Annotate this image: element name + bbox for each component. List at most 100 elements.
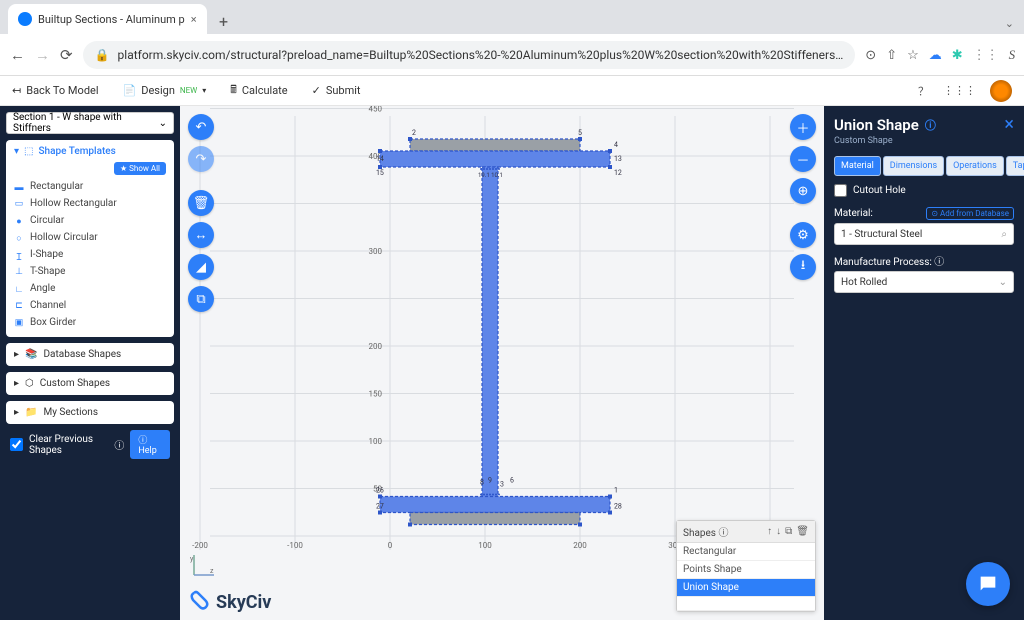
shape-template-item[interactable]: ▭Hollow Rectangular: [14, 195, 166, 212]
logo-text: SkyCiv: [216, 592, 271, 613]
ext1-icon[interactable]: ☁: [929, 48, 942, 63]
info-icon[interactable]: ⓘ: [718, 528, 728, 539]
info-icon[interactable]: ⓘ: [925, 117, 936, 133]
chevron-down-icon: ▾: [202, 86, 206, 95]
zoom-out-button[interactable]: －: [790, 146, 816, 172]
custom-shapes-section[interactable]: ▸⬡Custom Shapes: [6, 372, 174, 395]
shape-template-item[interactable]: ▬Rectangular: [14, 178, 166, 195]
redo-button[interactable]: ↷: [188, 146, 214, 172]
design-icon: 📄: [123, 84, 137, 97]
database-shapes-section[interactable]: ▸📚Database Shapes: [6, 343, 174, 366]
mfg-select[interactable]: Hot Rolled ⌄: [834, 271, 1014, 293]
share-icon[interactable]: ⇧: [886, 48, 897, 63]
calculate-icon: 🖩: [230, 81, 237, 100]
tab-close-icon[interactable]: ×: [191, 13, 197, 26]
tool-ruler-button[interactable]: ↔: [188, 222, 214, 248]
shape-template-item[interactable]: ▣Box Girder: [14, 314, 166, 331]
shape-icon: ∟: [14, 284, 24, 294]
new-badge: NEW: [180, 86, 197, 95]
ext2-icon[interactable]: ✱: [952, 48, 963, 63]
move-down-icon[interactable]: ↓: [776, 526, 781, 537]
svg-text:z: z: [210, 567, 214, 575]
canvas[interactable]: -200-10001002003004005010015020030040045…: [180, 106, 824, 620]
duplicate-icon[interactable]: ⧉: [785, 526, 792, 537]
section-selector[interactable]: Section 1 - W shape with Stiffners ⌄: [6, 112, 174, 134]
zoom-in-button[interactable]: ＋: [790, 114, 816, 140]
svg-text:-100: -100: [287, 541, 303, 550]
panel-tab-operations[interactable]: Operations: [946, 156, 1004, 176]
ext4-icon[interactable]: S: [1009, 47, 1016, 63]
panel-tab-material[interactable]: Material: [834, 156, 881, 176]
svg-text:200: 200: [369, 342, 383, 351]
info-icon[interactable]: ⓘ: [114, 437, 124, 452]
move-up-icon[interactable]: ↑: [767, 526, 772, 537]
submit-button[interactable]: ✓ Submit: [312, 84, 361, 97]
shapes-panel-row[interactable]: Union Shape: [677, 579, 815, 597]
logo-icon: [188, 590, 212, 614]
cutout-checkbox[interactable]: [834, 184, 847, 197]
main-layout: Section 1 - W shape with Stiffners ⌄ ▾⬚S…: [0, 106, 1024, 620]
material-input[interactable]: 1 - Structural Steel ⌕: [834, 223, 1014, 245]
design-label: Design: [141, 84, 175, 97]
help-icon[interactable]: ？: [918, 83, 929, 99]
back-button[interactable]: ←: [10, 45, 25, 65]
svg-text:200: 200: [573, 541, 587, 550]
calculate-button[interactable]: 🖩 Calculate: [230, 81, 287, 100]
delete-icon[interactable]: 🗑: [796, 526, 809, 537]
forward-button[interactable]: →: [35, 45, 50, 65]
clear-previous-checkbox[interactable]: [10, 438, 23, 451]
user-avatar[interactable]: [990, 80, 1012, 102]
axis-indicator: yz: [188, 551, 218, 584]
undo-button[interactable]: ↶: [188, 114, 214, 140]
search-icon[interactable]: ⊙: [865, 48, 876, 63]
tool-delete-button[interactable]: 🗑: [188, 190, 214, 216]
tool-angle-button[interactable]: ◢: [188, 254, 214, 280]
help-button[interactable]: ⓘ Help: [130, 430, 170, 459]
panel-tab-dimensions[interactable]: Dimensions: [883, 156, 944, 176]
shapes-panel-row[interactable]: Rectangular: [677, 543, 815, 561]
shape-template-item[interactable]: ●Circular: [14, 212, 166, 229]
shape-template-item[interactable]: ⊥T-Shape: [14, 263, 166, 280]
browser-tab[interactable]: Builtup Sections - Aluminum p ×: [8, 4, 207, 34]
add-from-db-button[interactable]: ⊙ Add from Database: [926, 207, 1014, 220]
back-to-model-button[interactable]: ↤ Back To Model: [12, 84, 99, 97]
info-icon[interactable]: ⓘ: [934, 257, 944, 268]
apps-icon[interactable]: ⋮⋮⋮: [943, 84, 976, 97]
my-sections-section[interactable]: ▸📁My Sections: [6, 401, 174, 424]
star-icon[interactable]: ☆: [907, 48, 919, 63]
shape-template-item[interactable]: ○Hollow Circular: [14, 229, 166, 246]
panel-tab-taper[interactable]: Taper: [1006, 156, 1024, 176]
design-menu[interactable]: 📄 Design NEW ▾: [123, 84, 207, 97]
tab-title: Builtup Sections - Aluminum p: [38, 13, 185, 26]
svg-text:100: 100: [478, 541, 492, 550]
zoom-fit-button[interactable]: ⊕: [790, 178, 816, 204]
settings-button[interactable]: ⚙: [790, 222, 816, 248]
reload-button[interactable]: ⟳: [60, 45, 73, 65]
new-tab-button[interactable]: +: [211, 8, 237, 34]
svg-text:150: 150: [369, 390, 383, 399]
download-button[interactable]: ⭳: [790, 254, 816, 280]
canvas-right-tools: ＋ － ⊕ ⚙ ⭳: [790, 114, 816, 280]
chevron-down-icon: ⌄: [999, 277, 1007, 288]
tab-bar: Builtup Sections - Aluminum p × + ⌄: [0, 0, 1024, 34]
tool-copy-button[interactable]: ⧉: [188, 286, 214, 312]
url-input[interactable]: 🔒 platform.skyciv.com/structural?preload…: [83, 41, 856, 69]
svg-text:19.1 10.1: 19.1 10.1: [478, 172, 503, 179]
shapes-panel-row[interactable]: Points Shape: [677, 561, 815, 579]
close-panel-button[interactable]: ×: [1004, 114, 1014, 135]
expand-icon: ▸: [14, 349, 19, 360]
svg-text:1: 1: [614, 487, 618, 495]
shape-template-item[interactable]: ⊏Channel: [14, 297, 166, 314]
shape-icon: ⊏: [14, 301, 24, 311]
svg-text:4: 4: [614, 141, 618, 149]
window-dropdown-icon[interactable]: ⌄: [995, 13, 1024, 34]
templates-title: Shape Templates: [38, 146, 115, 157]
shapes-panel-title: Shapes: [683, 528, 716, 539]
ext3-icon[interactable]: ⋮⋮: [973, 48, 999, 63]
svg-text:26: 26: [376, 487, 384, 495]
show-all-button[interactable]: ★ Show All: [114, 162, 166, 175]
collapse-icon[interactable]: ▾: [14, 146, 19, 157]
chat-button[interactable]: [966, 562, 1010, 606]
shape-template-item[interactable]: ＩI-Shape: [14, 246, 166, 263]
shape-template-item[interactable]: ∟Angle: [14, 280, 166, 297]
